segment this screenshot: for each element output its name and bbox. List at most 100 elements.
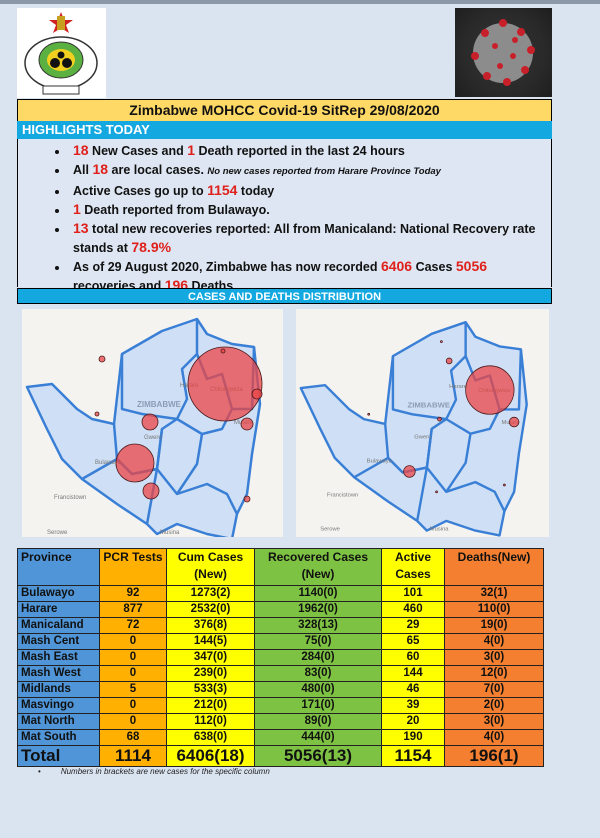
table-row: Harare 877 2532(0) 1962(0) 460 110(0) <box>17 601 544 618</box>
table-cell: 39 <box>381 697 445 714</box>
map-label-francistown: Francistown <box>327 493 358 499</box>
table-cell: 0 <box>99 633 167 650</box>
table-cell: 1962(0) <box>254 601 382 618</box>
total-cell: 1114 <box>99 745 167 767</box>
table-cell: 89(0) <box>254 713 382 730</box>
province-border <box>175 433 204 495</box>
table-cell: 877 <box>99 601 167 618</box>
text: Death reported in the last 24 hours <box>195 144 405 158</box>
text: total new recoveries reported: All from … <box>73 222 536 255</box>
table-cell: 68 <box>99 729 167 746</box>
case-bubble <box>141 413 159 431</box>
table-cell: 101 <box>381 585 445 602</box>
table-cell: 144(5) <box>166 633 255 650</box>
case-bubble <box>240 417 254 431</box>
column-header: Deaths(New) <box>444 548 544 586</box>
death-value: 1 <box>73 201 81 217</box>
table-cell: 376(8) <box>166 617 255 634</box>
table-cell: 65 <box>381 633 445 650</box>
table-cell: Masvingo <box>17 697 100 714</box>
total-cell: Total <box>17 745 100 767</box>
column-header: Cum Cases (New) <box>166 548 255 586</box>
text: are local cases. <box>108 163 208 177</box>
coronavirus-image <box>455 8 552 97</box>
case-bubble <box>98 355 106 363</box>
table-cell: 0 <box>99 665 167 682</box>
table-cell: 75(0) <box>254 633 382 650</box>
text: Active Cases go up to <box>73 184 208 198</box>
table-row: Manicaland 72 376(8) 328(13) 29 19(0) <box>17 617 544 634</box>
province-border <box>425 428 506 512</box>
map-label-musina: Musina <box>430 527 449 533</box>
recovery-rate-value: 78.9% <box>131 239 172 255</box>
new-deaths-value: 1 <box>187 142 196 158</box>
table-cell: 2(0) <box>444 697 544 714</box>
table-cell: 20 <box>381 713 445 730</box>
table-row: Mat North 0 112(0) 89(0) 20 3(0) <box>17 713 544 730</box>
map-label-gweru: Gweru <box>144 435 162 441</box>
table-cell: Mat South <box>17 729 100 746</box>
new-cases-value: 18 <box>73 142 89 158</box>
table-cell: 3(0) <box>444 649 544 666</box>
case-bubble <box>251 388 263 400</box>
case-bubble <box>142 482 160 500</box>
text: today <box>237 184 275 198</box>
table-cell: 144 <box>381 665 445 682</box>
case-bubble <box>445 357 453 365</box>
highlight-item: All 18 are local cases. No new cases rep… <box>69 160 551 181</box>
map-label-bulawayo: Bulawayo <box>367 459 392 465</box>
table-cell: 19(0) <box>444 617 544 634</box>
mohcc-logo <box>17 8 106 98</box>
map-label-serowe: Serowe <box>320 527 340 533</box>
table-cell: Bulawayo <box>17 585 100 602</box>
table-cell: 347(0) <box>166 649 255 666</box>
highlights-heading: HIGHLIGHTS TODAY <box>17 121 552 139</box>
case-bubble <box>465 365 515 415</box>
table-cell: 83(0) <box>254 665 382 682</box>
table-cell: 284(0) <box>254 649 382 666</box>
table-cell: 0 <box>99 697 167 714</box>
column-header: Province <box>17 548 100 586</box>
table-cell: 110(0) <box>444 601 544 618</box>
table-cell: Midlands <box>17 681 100 698</box>
text: Death reported from Bulawayo. <box>80 203 270 217</box>
table-cell: 2532(0) <box>166 601 255 618</box>
table-cell: 0 <box>99 713 167 730</box>
table-row: Mat South 68 638(0) 444(0) 190 4(0) <box>17 729 544 746</box>
table-cell: Mash West <box>17 665 100 682</box>
case-bubble <box>435 490 438 494</box>
case-bubble <box>437 416 442 422</box>
case-bubble <box>508 416 520 428</box>
province-border <box>391 322 467 421</box>
table-cell: Mash East <box>17 649 100 666</box>
map-label-bulawayo: Bulawayo <box>95 460 122 466</box>
province-border <box>155 428 239 515</box>
distribution-heading: CASES AND DEATHS DISTRIBUTION <box>17 288 552 304</box>
table-cell: 12(0) <box>444 665 544 682</box>
case-bubble <box>94 411 100 417</box>
table-cell: 29 <box>381 617 445 634</box>
table-cell: 7(0) <box>444 681 544 698</box>
highlights-list: 18 New Cases and 1 Death reported in the… <box>17 139 552 293</box>
table-cell: 60 <box>381 649 445 666</box>
text: All <box>73 163 93 177</box>
highlight-item: 18 New Cases and 1 Death reported in the… <box>69 141 551 160</box>
map-label-country: ZIMBABWE <box>137 400 182 409</box>
total-row: Total 1114 6406(18) 5056(13) 1154 196(1) <box>17 745 544 767</box>
table-cell: 32(1) <box>444 585 544 602</box>
table-cell: 4(0) <box>444 633 544 650</box>
total-cell: 196(1) <box>444 745 544 767</box>
map-label-francistown: Francistown <box>54 495 86 501</box>
text: New Cases and <box>88 144 188 158</box>
table-cell: 638(0) <box>166 729 255 746</box>
highlight-item: Active Cases go up to 1154 today <box>69 181 551 200</box>
case-bubble <box>440 340 443 343</box>
cases-map: ZIMBABWEHarareChitungwizaMutareGweruBula… <box>22 309 283 541</box>
table-cell: 460 <box>381 601 445 618</box>
table-cell: 0 <box>99 649 167 666</box>
province-border <box>445 349 523 435</box>
table-cell: 533(3) <box>166 681 255 698</box>
footnote-text: Numbers in brackets are new cases for th… <box>60 767 270 776</box>
table-cell: 4(0) <box>444 729 544 746</box>
province-border <box>445 433 472 493</box>
